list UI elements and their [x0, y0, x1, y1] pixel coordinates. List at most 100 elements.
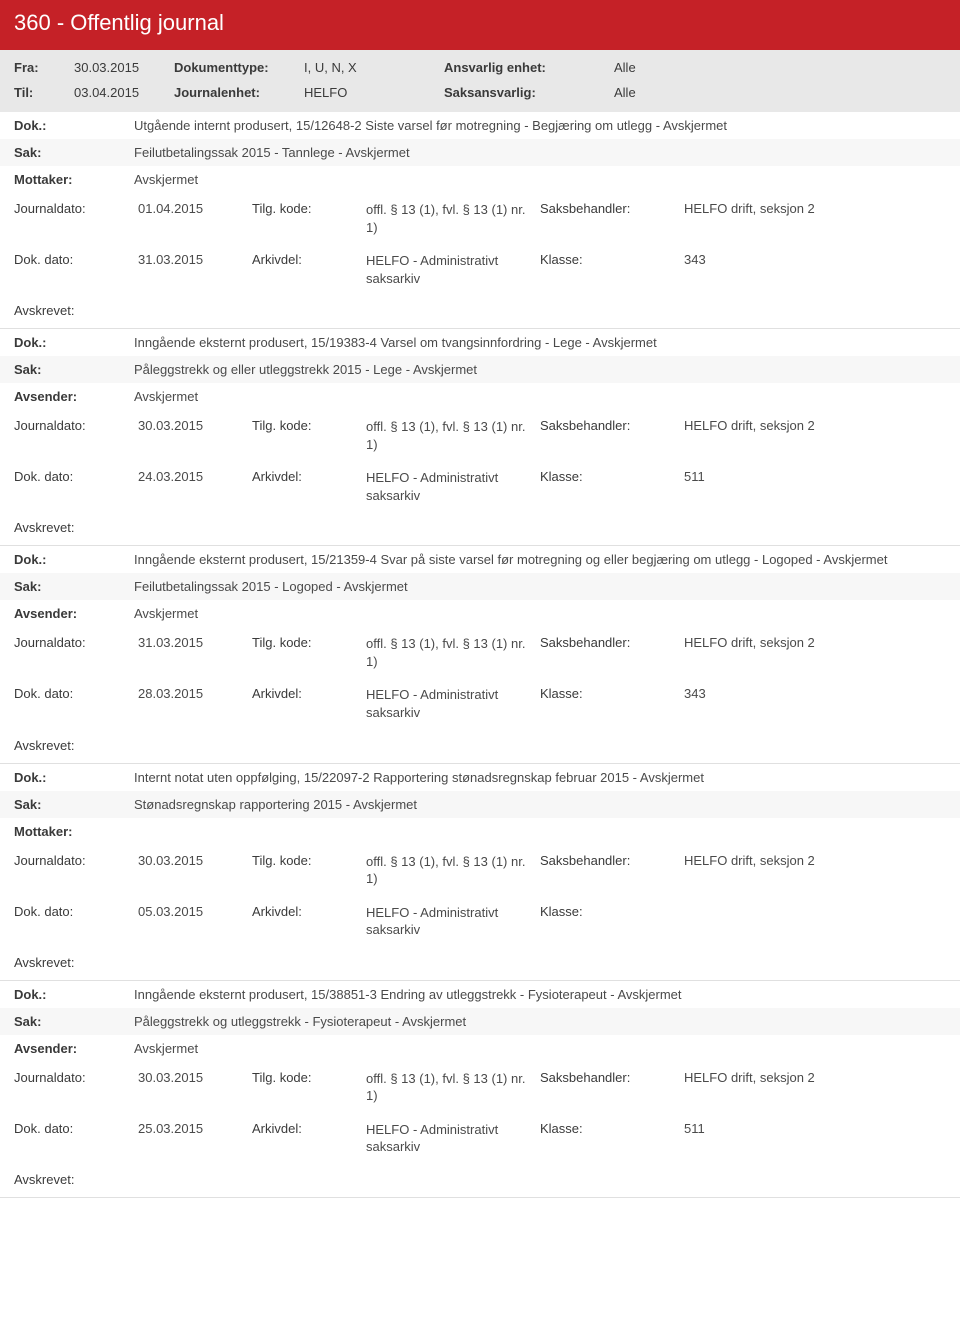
dok-value: Inngående eksternt produsert, 15/38851-3… — [134, 987, 946, 1002]
til-value: 03.04.2015 — [74, 85, 174, 100]
sak-value: Feilutbetalingssak 2015 - Tannlege - Avs… — [134, 145, 946, 160]
sak-value: Påleggstrekk og utleggstrekk - Fysiotera… — [134, 1014, 946, 1029]
journaldato-label: Journaldato: — [14, 201, 134, 216]
avskrevet-row: Avskrevet: — [0, 947, 960, 980]
avskrevet-label: Avskrevet: — [14, 1172, 74, 1187]
dok-dato-value: 05.03.2015 — [138, 904, 248, 919]
journaldato-label: Journaldato: — [14, 853, 134, 868]
klasse-value: 343 — [684, 686, 946, 701]
detail-row-2: Dok. dato:31.03.2015Arkivdel:HELFO - Adm… — [0, 244, 960, 295]
avskrevet-label: Avskrevet: — [14, 520, 74, 535]
arkivdel-label: Arkivdel: — [252, 469, 362, 484]
detail-row-1: Journaldato:30.03.2015Tilg. kode:offl. §… — [0, 1062, 960, 1113]
klasse-label: Klasse: — [540, 469, 680, 484]
sak-row: Sak:Stønadsregnskap rapportering 2015 - … — [0, 791, 960, 818]
klasse-value: 511 — [684, 469, 946, 484]
klasse-value: 343 — [684, 252, 946, 267]
saksansvarlig-label: Saksansvarlig: — [444, 85, 614, 100]
detail-row-2: Dok. dato:05.03.2015Arkivdel:HELFO - Adm… — [0, 896, 960, 947]
detail-row-2: Dok. dato:28.03.2015Arkivdel:HELFO - Adm… — [0, 678, 960, 729]
saksbehandler-label: Saksbehandler: — [540, 635, 680, 650]
arkivdel-value: HELFO - Administrativt saksarkiv — [366, 686, 536, 721]
sak-label: Sak: — [14, 797, 134, 812]
party-row: Mottaker:Avskjermet — [0, 166, 960, 193]
sak-row: Sak:Påleggstrekk og eller utleggstrekk 2… — [0, 356, 960, 383]
journal-entry: Dok.:Inngående eksternt produsert, 15/19… — [0, 329, 960, 546]
journaldato-value: 01.04.2015 — [138, 201, 248, 216]
party-row: Avsender:Avskjermet — [0, 383, 960, 410]
dok-row: Dok.:Inngående eksternt produsert, 15/21… — [0, 546, 960, 573]
party-label: Mottaker: — [14, 172, 134, 187]
dok-dato-value: 24.03.2015 — [138, 469, 248, 484]
tilg-kode-value: offl. § 13 (1), fvl. § 13 (1) nr. 1) — [366, 201, 536, 236]
detail-row-1: Journaldato:31.03.2015Tilg. kode:offl. §… — [0, 627, 960, 678]
avskrevet-row: Avskrevet: — [0, 512, 960, 545]
tilg-kode-value: offl. § 13 (1), fvl. § 13 (1) nr. 1) — [366, 853, 536, 888]
til-label: Til: — [14, 85, 74, 100]
sak-row: Sak:Påleggstrekk og utleggstrekk - Fysio… — [0, 1008, 960, 1035]
journal-entry: Dok.:Internt notat uten oppfølging, 15/2… — [0, 764, 960, 981]
sak-row: Sak:Feilutbetalingssak 2015 - Logoped - … — [0, 573, 960, 600]
detail-row-1: Journaldato: 01.04.2015 Tilg. kode: offl. §… — [0, 193, 960, 244]
dok-dato-value: 31.03.2015 — [138, 252, 248, 267]
journal-entry: Dok.:Inngående eksternt produsert, 15/21… — [0, 546, 960, 763]
party-row: Avsender:Avskjermet — [0, 600, 960, 627]
avskrevet-label: Avskrevet: — [14, 738, 74, 753]
arkivdel-value: HELFO - Administrativt saksarkiv — [366, 469, 536, 504]
dokumenttype-value: I, U, N, X — [304, 60, 444, 75]
arkivdel-value: HELFO - Administrativt saksarkiv — [366, 1121, 536, 1156]
saksbehandler-value: HELFO drift, seksjon 2 — [684, 1070, 946, 1085]
sak-label: Sak: — [14, 362, 134, 377]
dok-value: Utgående internt produsert, 15/12648-2 S… — [134, 118, 946, 133]
journaldato-value: 30.03.2015 — [138, 853, 248, 868]
tilg-kode-label: Tilg. kode: — [252, 1070, 362, 1085]
dok-label: Dok.: — [14, 118, 134, 133]
avskrevet-row: Avskrevet: — [0, 295, 960, 328]
dok-label: Dok.: — [14, 770, 134, 785]
saksbehandler-value: HELFO drift, seksjon 2 — [684, 201, 946, 216]
klasse-label: Klasse: — [540, 904, 680, 919]
saksansvarlig-value: Alle — [614, 85, 946, 100]
arkivdel-label: Arkivdel: — [252, 904, 362, 919]
dok-value: Internt notat uten oppfølging, 15/22097-… — [134, 770, 946, 785]
tilg-kode-label: Tilg. kode: — [252, 201, 362, 216]
avskrevet-row: Avskrevet: — [0, 730, 960, 763]
journal-entry: Dok.:Utgående internt produsert, 15/1264… — [0, 112, 960, 329]
dok-dato-label: Dok. dato: — [14, 252, 134, 267]
party-label: Avsender: — [14, 1041, 134, 1056]
detail-row-1: Journaldato:30.03.2015Tilg. kode:offl. §… — [0, 410, 960, 461]
saksbehandler-value: HELFO drift, seksjon 2 — [684, 635, 946, 650]
saksbehandler-value: HELFO drift, seksjon 2 — [684, 418, 946, 433]
arkivdel-label: Arkivdel: — [252, 252, 362, 267]
ansvarlig-enhet-value: Alle — [614, 60, 946, 75]
dok-row: Dok.:Inngående eksternt produsert, 15/38… — [0, 981, 960, 1008]
journal-entry: Dok.:Inngående eksternt produsert, 15/38… — [0, 981, 960, 1198]
dok-value: Inngående eksternt produsert, 15/21359-4… — [134, 552, 946, 567]
journalenhet-label: Journalenhet: — [174, 85, 304, 100]
saksbehandler-label: Saksbehandler: — [540, 418, 680, 433]
detail-row-2: Dok. dato:25.03.2015Arkivdel:HELFO - Adm… — [0, 1113, 960, 1164]
saksbehandler-value: HELFO drift, seksjon 2 — [684, 853, 946, 868]
journaldato-label: Journaldato: — [14, 1070, 134, 1085]
dok-row: Dok.:Utgående internt produsert, 15/1264… — [0, 112, 960, 139]
fra-label: Fra: — [14, 60, 74, 75]
saksbehandler-label: Saksbehandler: — [540, 201, 680, 216]
page-title: 360 - Offentlig journal — [14, 10, 946, 36]
journalenhet-value: HELFO — [304, 85, 444, 100]
sak-label: Sak: — [14, 579, 134, 594]
party-row: Avsender:Avskjermet — [0, 1035, 960, 1062]
party-value: Avskjermet — [134, 389, 946, 404]
journaldato-value: 30.03.2015 — [138, 1070, 248, 1085]
dok-row: Dok.:Inngående eksternt produsert, 15/19… — [0, 329, 960, 356]
dok-dato-value: 25.03.2015 — [138, 1121, 248, 1136]
journaldato-value: 30.03.2015 — [138, 418, 248, 433]
sak-value: Feilutbetalingssak 2015 - Logoped - Avsk… — [134, 579, 946, 594]
detail-row-2: Dok. dato: 24.03.2015 Arkivdel: HELFO - Adm… — [0, 461, 960, 512]
dok-dato-label: Dok. dato: — [14, 469, 134, 484]
party-value: Avskjermet — [134, 1041, 946, 1056]
arkivdel-value: HELFO - Administrativt saksarkiv — [366, 904, 536, 939]
dok-dato-label: Dok. dato: — [14, 686, 134, 701]
dok-label: Dok.: — [14, 987, 134, 1002]
party-label: Avsender: — [14, 606, 134, 621]
detail-row-1: Journaldato:30.03.2015Tilg. kode:offl. §… — [0, 845, 960, 896]
